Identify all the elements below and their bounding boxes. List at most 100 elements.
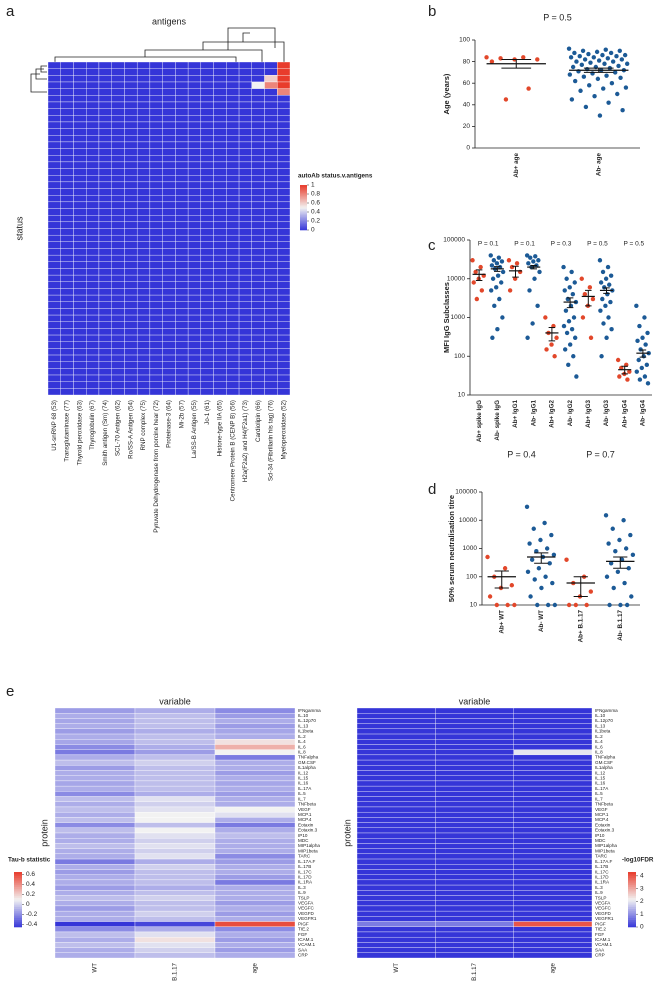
data-point <box>567 285 572 290</box>
heat-cell <box>111 201 125 209</box>
data-point <box>503 97 509 102</box>
heat-cell <box>98 161 112 169</box>
heat-cell <box>111 75 125 83</box>
heat-cell <box>136 254 151 262</box>
heat-cell <box>54 890 136 896</box>
heat-cell <box>136 381 151 389</box>
heat-cell <box>264 115 278 123</box>
colorbar-cell <box>628 917 636 920</box>
data-point <box>566 362 571 368</box>
data-point <box>571 315 577 320</box>
heat-cell <box>111 348 125 356</box>
heat-cell <box>356 733 436 740</box>
heat-cell <box>226 201 240 209</box>
heat-cell <box>86 148 100 156</box>
heat-cell <box>73 314 87 322</box>
heat-cell <box>264 328 278 336</box>
error-bar <box>494 570 509 589</box>
heat-cell <box>238 108 252 116</box>
heat-cell <box>513 822 593 828</box>
heat-cell <box>187 301 202 309</box>
heat-cell <box>264 95 278 103</box>
heat-cell <box>264 75 278 83</box>
row-label: MDC <box>595 838 606 843</box>
heat-cell <box>86 188 100 196</box>
heat-cell <box>251 208 265 216</box>
data-point <box>534 549 539 554</box>
heat-cell <box>86 321 100 329</box>
heat-cell <box>214 921 296 927</box>
heat-cell <box>111 155 125 163</box>
row-label: IL.17A <box>595 786 609 791</box>
heat-cell <box>277 248 291 256</box>
heat-cell <box>226 354 240 362</box>
x-axis-title: antigens <box>152 16 187 26</box>
heat-cell <box>134 931 216 938</box>
data-point <box>625 377 630 382</box>
heat-cell <box>60 135 74 143</box>
heat-cell <box>162 68 176 76</box>
category-label: Ab- IgG3 <box>603 400 610 427</box>
heat-cell <box>149 61 163 69</box>
heat-cell <box>54 718 136 724</box>
data-point <box>598 308 603 313</box>
heat-cell <box>124 95 138 103</box>
data-point <box>598 280 604 285</box>
heat-cell <box>187 274 202 282</box>
heat-cell <box>435 952 514 959</box>
heat-cell <box>277 215 291 223</box>
heat-cell <box>98 68 112 76</box>
data-point <box>514 261 520 266</box>
heat-cell <box>226 294 240 302</box>
row-label: IL.3 <box>595 885 603 890</box>
y-tick-label: 1000 <box>463 545 478 552</box>
data-point <box>624 61 630 66</box>
data-point <box>600 52 605 58</box>
colorbar-cell <box>628 919 636 922</box>
heat-cell <box>356 817 436 823</box>
heat-cell <box>175 354 189 362</box>
heat-cell <box>435 874 514 881</box>
heat-cell <box>175 301 189 309</box>
heat-cell <box>149 121 163 129</box>
heat-cell <box>162 228 176 236</box>
heat-cell <box>149 361 163 369</box>
heat-cell <box>238 221 252 229</box>
heat-cell <box>226 374 240 382</box>
heat-cell <box>187 61 202 69</box>
data-point <box>624 602 630 608</box>
error-bar <box>501 58 532 69</box>
heat-cell <box>213 314 227 322</box>
heat-cell <box>251 115 265 123</box>
row-label: VCAM.1 <box>595 942 613 947</box>
heat-cell <box>187 121 202 129</box>
row-label: SAA <box>595 947 605 952</box>
heat-cell <box>214 916 296 922</box>
heat-cell <box>73 101 87 109</box>
heat-cell <box>264 268 278 276</box>
heat-cell <box>213 354 227 362</box>
heat-cell <box>73 348 87 356</box>
heat-cell <box>251 328 265 336</box>
data-point <box>642 374 648 379</box>
heat-cell <box>513 801 593 808</box>
heat-cell <box>149 281 163 289</box>
heat-cell <box>251 268 265 276</box>
heat-cell <box>214 879 296 886</box>
heat-cell <box>251 348 265 356</box>
data-point <box>532 276 537 281</box>
heat-cell <box>162 201 176 209</box>
heat-cell <box>277 328 291 336</box>
heat-cell <box>214 754 296 761</box>
colorbar-cell <box>628 925 636 928</box>
heat-cell <box>134 718 216 724</box>
data-point <box>580 315 586 320</box>
row-label: TNFbeta <box>595 802 613 807</box>
heat-cell <box>251 195 265 203</box>
heat-cell <box>111 281 125 289</box>
heat-cell <box>277 348 291 356</box>
heat-cell <box>175 341 189 349</box>
data-point <box>470 258 475 263</box>
heat-cell <box>213 321 227 329</box>
data-point <box>617 537 622 543</box>
